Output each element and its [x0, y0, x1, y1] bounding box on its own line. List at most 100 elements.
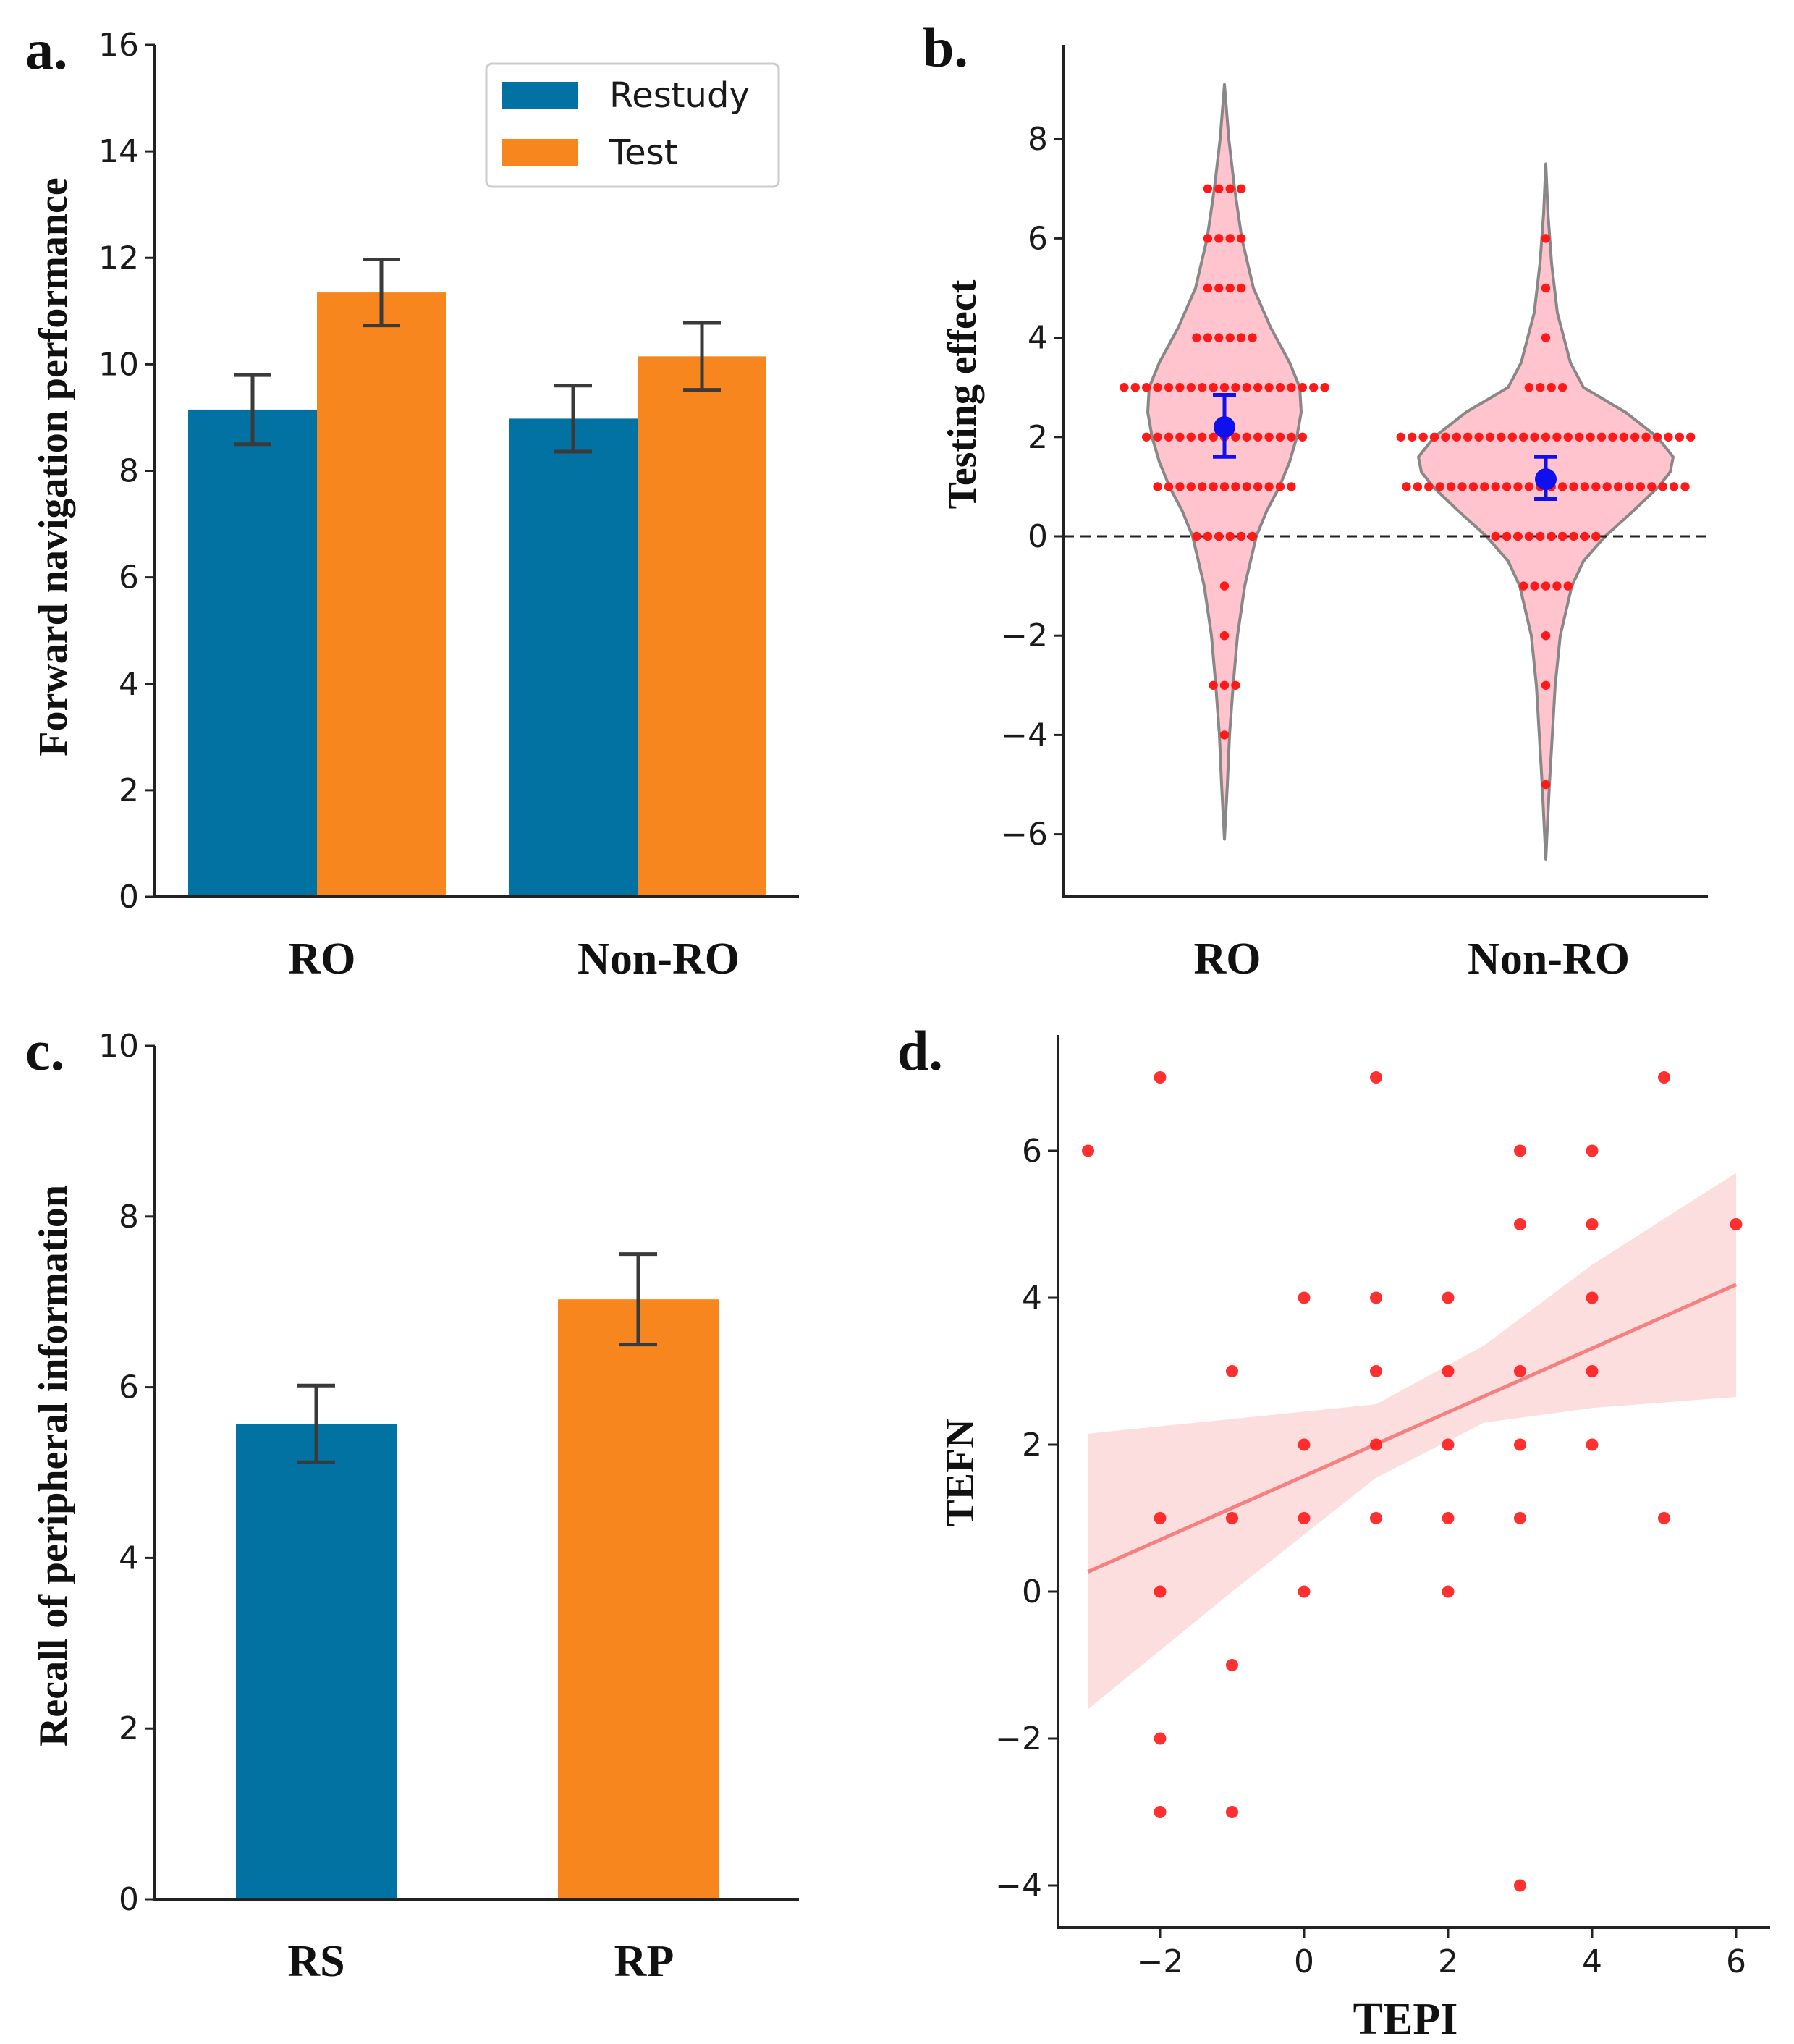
- panel-label-c: c.: [25, 1019, 64, 1082]
- swarm-point: [1658, 482, 1667, 491]
- swarm-point: [1287, 432, 1296, 442]
- bar-restudy-ro: [188, 409, 317, 897]
- swarm-point: [1680, 482, 1690, 491]
- swarm-point: [1225, 333, 1235, 342]
- swarm-point: [1541, 333, 1551, 342]
- swarm-point: [1541, 283, 1551, 293]
- swarm-point: [1275, 482, 1285, 491]
- swarm-point: [1253, 482, 1263, 491]
- ytick-label: 8: [1028, 121, 1048, 158]
- legend-swatch-test: [502, 139, 578, 166]
- swarm-point: [1418, 432, 1428, 442]
- scatter-point: [1226, 1659, 1238, 1671]
- swarm-point: [1153, 383, 1162, 392]
- swarm-point: [1203, 234, 1213, 243]
- panel-label-d: d.: [897, 1019, 943, 1082]
- swarm-point: [1408, 432, 1417, 442]
- panel-a-legend: Restudy Test: [485, 62, 780, 188]
- panel-a-xtick-non-ro: Non-RO: [577, 934, 740, 984]
- swarm-point: [1641, 432, 1651, 442]
- swarm-point: [1231, 383, 1240, 392]
- ytick-label: 2: [119, 1710, 139, 1747]
- swarm-point: [1652, 432, 1662, 442]
- ytick-label: −2: [995, 1720, 1042, 1757]
- scatter-point: [1514, 1512, 1526, 1524]
- swarm-point: [1236, 184, 1246, 193]
- ytick-label: −6: [1001, 816, 1048, 853]
- scatter-point: [1442, 1585, 1455, 1598]
- swarm-point: [1524, 531, 1534, 541]
- swarm-point: [1298, 383, 1308, 392]
- scatter-point: [1586, 1365, 1599, 1377]
- swarm-point: [1214, 234, 1224, 243]
- swarm-point: [1541, 432, 1551, 442]
- swarm-point: [1264, 383, 1274, 392]
- scatter-point: [1370, 1071, 1382, 1084]
- swarm-point: [1591, 482, 1601, 491]
- scatter-point: [1370, 1291, 1382, 1304]
- swarm-point: [1502, 482, 1512, 491]
- swarm-point: [1557, 482, 1567, 491]
- swarm-point: [1242, 482, 1252, 491]
- swarm-point: [1580, 531, 1590, 541]
- swarm-point: [1669, 482, 1679, 491]
- ytick-label: 4: [1028, 320, 1048, 357]
- swarm-point: [1513, 531, 1523, 541]
- swarm-point: [1507, 432, 1517, 442]
- swarm-point: [1153, 482, 1162, 491]
- swarm-point: [1120, 383, 1129, 392]
- swarm-point: [1231, 680, 1240, 690]
- swarm-point: [1619, 432, 1628, 442]
- swarm-point: [1186, 383, 1196, 392]
- swarm-point: [1541, 780, 1551, 790]
- ytick-label: 16: [98, 27, 139, 64]
- swarm-point: [1264, 432, 1274, 442]
- panel-label-b: b.: [923, 16, 968, 79]
- panel-b-violins: [1146, 83, 1675, 861]
- swarm-point: [1586, 432, 1595, 442]
- xtick-label: 0: [1294, 1943, 1314, 1980]
- swarm-point: [1541, 680, 1551, 690]
- ytick-label: 0: [1022, 1574, 1042, 1610]
- swarm-point: [1264, 482, 1274, 491]
- regression-line: [1087, 1283, 1738, 1574]
- ytick-label: 10: [98, 1028, 139, 1065]
- ytick-label: 6: [1022, 1133, 1042, 1170]
- scatter-point: [1154, 1512, 1167, 1524]
- swarm-point: [1563, 581, 1573, 591]
- scatter-point: [1154, 1585, 1167, 1598]
- swarm-point: [1287, 482, 1296, 491]
- ytick-label: −4: [1001, 717, 1048, 753]
- panel-d: d. TEFN TEPI −2 0 2 4 6 −4 −2 0 2 4 6: [897, 1019, 1770, 2044]
- ytick-label: 2: [1022, 1427, 1042, 1464]
- swarm-point: [1236, 531, 1246, 541]
- swarm-point: [1198, 383, 1207, 392]
- legend-label-restudy: Restudy: [609, 75, 750, 116]
- swarm-point: [1530, 581, 1539, 591]
- panel-d-ci-band: [1088, 1173, 1736, 1710]
- swarm-point: [1596, 432, 1607, 442]
- bar-test-non-ro: [638, 356, 766, 897]
- swarm-point: [1153, 432, 1162, 442]
- bar-restudy-non-ro: [509, 418, 638, 897]
- confidence-band: [1088, 1173, 1736, 1710]
- panel-b-points: [1120, 184, 1696, 790]
- scatter-point: [1586, 1438, 1599, 1451]
- swarm-point: [1664, 432, 1673, 442]
- swarm-point: [1474, 432, 1484, 442]
- swarm-point: [1608, 432, 1617, 442]
- swarm-point: [1497, 432, 1506, 442]
- swarm-point: [1413, 482, 1423, 491]
- panel-c-xtick-rs: RS: [287, 1937, 344, 1986]
- swarm-point: [1457, 482, 1467, 491]
- panel-b-ylabel: Testing effect: [940, 279, 985, 509]
- swarm-point: [1287, 383, 1296, 392]
- swarm-point: [1575, 432, 1584, 442]
- swarm-point: [1231, 482, 1240, 491]
- swarm-point: [1630, 432, 1640, 442]
- scatter-point: [1370, 1512, 1382, 1524]
- panel-a-yticks: 0 2 4 6 8 10 12 14 16: [98, 27, 155, 916]
- swarm-point: [1519, 432, 1528, 442]
- mean-marker-ro: [1214, 416, 1235, 439]
- scatter-point: [1154, 1732, 1167, 1745]
